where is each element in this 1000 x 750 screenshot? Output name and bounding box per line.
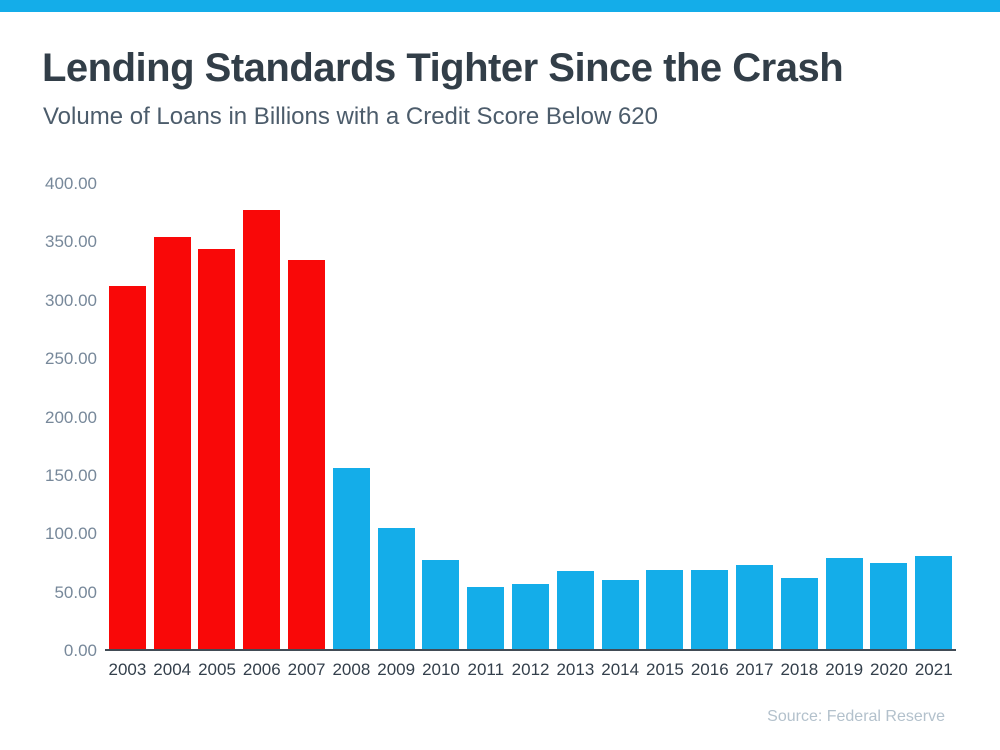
bar-2005 [198,249,236,649]
bar-slot [598,184,643,649]
bar-2004 [153,237,191,649]
x-axis-label: 2009 [377,660,416,679]
chart-subtitle: Volume of Loans in Billions with a Credi… [43,103,658,130]
bar-2003 [108,286,146,649]
x-axis-label: 2003 [108,660,147,679]
bar-2009 [377,528,415,649]
x-axis-label: 2018 [780,660,819,679]
bar-slot [284,184,329,649]
bar-slot [732,184,777,649]
x-axis-label: 2006 [242,660,281,679]
x-axis-label: 2011 [467,660,505,679]
y-axis-tick-label: 250.00 [45,349,97,369]
bar-2017 [736,565,774,649]
bar-slot [150,184,195,649]
bar-2021 [915,556,953,649]
x-axis-label: 2004 [153,660,192,679]
y-axis-tick-label: 50.00 [54,582,97,602]
bar-slot [687,184,732,649]
x-axis-label: 2013 [556,660,595,679]
y-axis-tick-label: 0.00 [63,641,97,660]
bar-2014 [601,580,639,649]
bar-slot [508,184,553,649]
bar-slot [419,184,464,649]
x-axis-label: 2012 [511,660,550,679]
bar-2011 [467,587,505,649]
bar-2015 [646,569,684,649]
brand-top-bar [0,0,1000,12]
x-axis-label: 2010 [422,660,460,679]
x-axis: 2003 2004 2005 2006 2007 2008 2009 2010 2011 2012… [105,659,956,681]
bar-2016 [691,569,729,649]
source-caption: Source: Federal Reserve [767,708,945,725]
bar-slot [777,184,822,649]
x-axis-label: 2020 [870,660,908,679]
y-axis-tick-label: 300.00 [45,290,97,310]
bar-slot [374,184,419,649]
y-axis-tick-label: 200.00 [45,407,97,427]
bar-slot [329,184,374,649]
x-axis-label: 2014 [601,660,640,679]
bar-slot [195,184,240,649]
y-axis-tick-label: 400.00 [45,174,97,193]
bar-slot [822,184,867,649]
bar-slot [553,184,598,649]
x-axis-label: 2016 [690,660,729,679]
x-axis-label: 2019 [825,660,864,679]
bar-slot [643,184,688,649]
bar-slot [105,184,150,649]
bar-2019 [825,558,863,649]
bar-slot [239,184,284,649]
bar-2018 [780,578,818,649]
x-axis-label: 2021 [914,660,953,679]
y-axis-tick-label: 350.00 [45,232,97,252]
bar-2006 [243,209,281,649]
bar-2013 [556,571,594,649]
x-axis-label: 2017 [735,660,774,679]
bar-2008 [332,467,370,649]
bar-series [105,184,956,649]
x-axis-label: 2015 [646,660,684,679]
bar-slot [911,184,956,649]
bar-2012 [512,583,550,649]
plot-area [105,184,956,651]
bar-2010 [422,559,460,649]
y-axis-tick-label: 150.00 [45,465,97,485]
y-axis-tick-label: 100.00 [45,524,97,544]
x-axis-label: 2007 [287,660,326,679]
y-axis: 0.00 50.00 100.00 150.00 200.00 250.00 300.00 3… [0,174,97,660]
chart-title: Lending Standards Tighter Since the Cras… [42,46,844,90]
x-axis-label: 2005 [198,660,236,679]
x-axis-label: 2008 [332,660,371,679]
bar-slot [867,184,912,649]
bar-2020 [870,562,908,649]
bar-slot [463,184,508,649]
bar-2007 [288,259,326,649]
